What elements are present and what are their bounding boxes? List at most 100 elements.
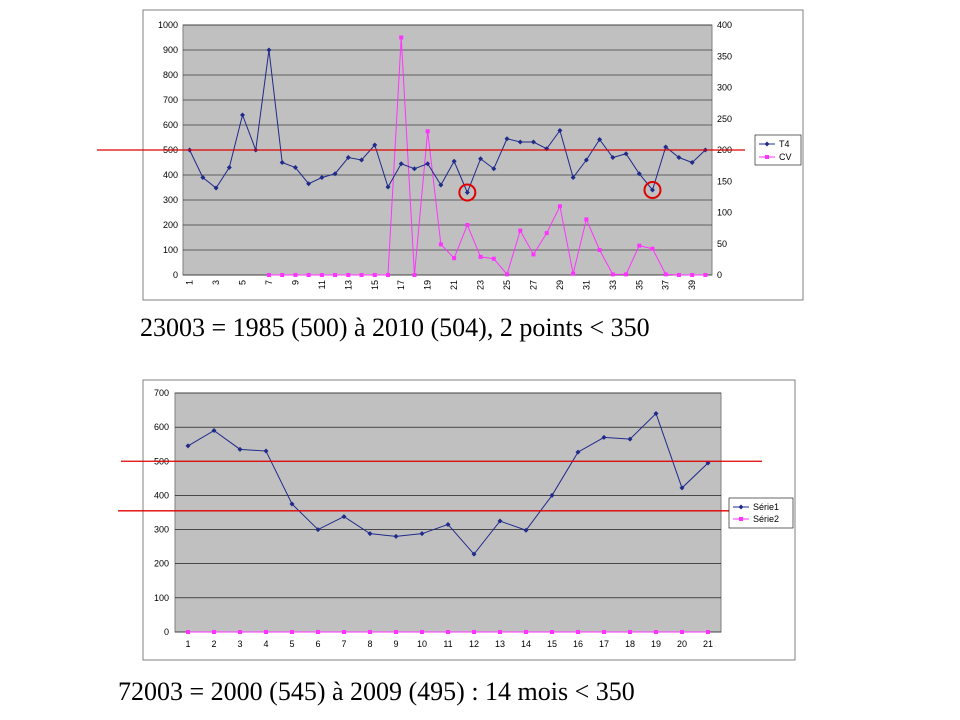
caption-top: 23003 = 1985 (500) à 2010 (504), 2 point…: [140, 313, 650, 342]
point-serie2: [550, 630, 554, 634]
y-tick-label: 800: [163, 70, 178, 80]
y-tick-label: 0: [173, 270, 178, 280]
point-t4: [676, 155, 682, 160]
point-cv: [571, 271, 576, 276]
point-serie1: [315, 527, 321, 533]
y2-tick-label: 250: [717, 114, 732, 124]
point-t4: [610, 155, 616, 160]
y-tick-label: 300: [163, 195, 178, 205]
point-cv: [266, 273, 271, 277]
point-t4: [517, 139, 523, 145]
x-tick-label: 25: [502, 280, 512, 290]
point-cv: [584, 217, 589, 222]
point-serie2: [368, 630, 372, 634]
point-cv: [663, 272, 668, 277]
y-tick-label: 700: [154, 388, 169, 398]
point-serie1: [237, 446, 243, 452]
y-tick-label: 300: [154, 525, 169, 535]
y-tick-label: 200: [154, 559, 169, 569]
legend-box: [754, 134, 802, 166]
point-serie1: [679, 485, 685, 491]
y2-tick-label: 0: [717, 270, 722, 280]
point-cv: [465, 223, 470, 227]
point-cv: [452, 256, 457, 261]
point-t4: [226, 165, 232, 170]
legend: T4 CV: [754, 134, 802, 166]
point-t4: [478, 156, 484, 162]
legend-marker-serie2: [739, 517, 743, 521]
point-t4: [504, 136, 510, 142]
point-serie1: [341, 514, 347, 520]
point-serie1: [211, 428, 217, 434]
point-t4: [292, 165, 298, 170]
x-tick-label: 10: [417, 639, 427, 649]
x-tick-label: 2: [211, 639, 216, 649]
point-cv: [319, 273, 324, 277]
x-tick-label: 20: [677, 639, 687, 649]
point-t4: [557, 128, 563, 133]
x-tick-label: 21: [703, 639, 713, 649]
x-tick-label: 39: [687, 280, 697, 290]
legend: Série1 Série2: [728, 497, 794, 529]
point-serie2: [680, 630, 684, 634]
x-tick-label: 17: [599, 639, 609, 649]
y-tick-label: 1000: [158, 20, 178, 30]
point-cv: [637, 243, 642, 248]
point-t4: [597, 137, 603, 142]
x-tick-label: 11: [443, 639, 452, 649]
point-t4: [438, 182, 444, 188]
x-tick-label: 15: [370, 280, 380, 290]
point-serie1: [627, 436, 633, 442]
point-serie2: [628, 630, 632, 634]
point-cv: [346, 273, 351, 277]
point-serie2: [264, 630, 268, 634]
x-tick-label: 1: [185, 280, 195, 285]
point-serie2: [212, 630, 216, 634]
highlight-circle: [643, 181, 662, 199]
y2-tick-label: 350: [717, 51, 732, 61]
x-tick-label: 18: [625, 639, 635, 649]
point-cv: [531, 252, 536, 257]
point-serie2: [654, 630, 658, 634]
x-tick-label: 1: [185, 639, 190, 649]
point-serie1: [445, 521, 451, 527]
point-cv: [624, 272, 629, 277]
point-serie2: [186, 630, 190, 634]
point-serie2: [524, 630, 528, 634]
point-t4: [411, 166, 417, 172]
x-tick-label: 23: [476, 280, 486, 290]
point-serie1: [653, 410, 659, 416]
point-serie1: [367, 531, 373, 537]
x-tick-label: 9: [290, 280, 300, 285]
point-t4: [319, 175, 325, 180]
series-line-cv: [268, 37, 706, 276]
point-cv: [306, 273, 311, 277]
y2-tick-label: 300: [717, 83, 732, 93]
point-cv: [399, 35, 404, 40]
point-t4: [623, 151, 629, 157]
x-tick-label: 4: [263, 639, 268, 649]
y-tick-label: 400: [163, 170, 178, 180]
caption-bottom: 72003 = 2000 (545) à 2009 (495) : 14 moi…: [118, 677, 635, 706]
point-serie1: [393, 533, 399, 539]
point-serie2: [706, 630, 710, 634]
point-t4: [649, 187, 655, 193]
legend-label-serie2: Série2: [753, 514, 779, 524]
y-tick-label: 0: [164, 627, 169, 637]
x-tick-label: 8: [367, 639, 372, 649]
chart-top: 0100200300400500600700800900100005010015…: [97, 9, 804, 301]
point-serie1: [497, 518, 503, 524]
legend-marker-serie1: [738, 504, 744, 510]
point-serie2: [342, 630, 346, 634]
x-tick-label: 15: [547, 639, 557, 649]
x-tick-label: 31: [581, 280, 591, 290]
point-t4: [385, 184, 391, 190]
point-cv: [544, 231, 549, 236]
point-cv: [412, 273, 417, 277]
x-tick-label: 17: [396, 280, 406, 290]
x-tick-label: 7: [264, 280, 274, 285]
point-t4: [213, 185, 219, 191]
point-t4: [306, 181, 312, 187]
x-tick-label: 29: [555, 280, 565, 290]
